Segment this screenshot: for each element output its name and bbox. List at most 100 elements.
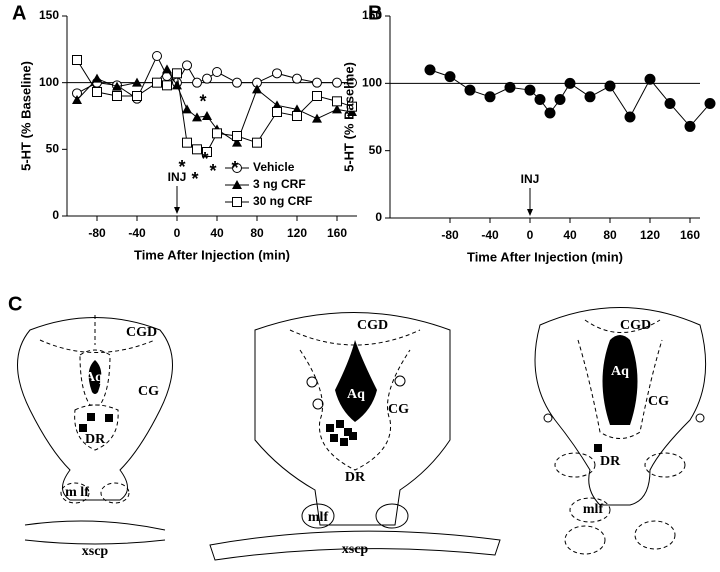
y-tick-label: 0 (52, 208, 59, 222)
x-tick-label: -80 (88, 226, 106, 240)
data-point (347, 77, 357, 88)
panel-label: C (8, 293, 22, 315)
data-point (312, 91, 322, 101)
data-point (92, 87, 102, 97)
x-tick-label: 0 (174, 226, 181, 240)
data-point (664, 98, 676, 110)
data-point (332, 96, 342, 107)
data-point (162, 64, 172, 74)
x-tick-label: 0 (527, 228, 534, 242)
data-point (464, 84, 476, 96)
data-point (202, 147, 212, 157)
data-point (182, 104, 192, 114)
panel-label: A (12, 2, 26, 24)
data-point (272, 107, 282, 117)
section-diagram: CGD Aq CG DR mlf xscp (209, 312, 501, 561)
legend-marker (232, 197, 242, 207)
y-tick-label: 150 (362, 8, 382, 22)
legend-marker (232, 163, 242, 173)
data-point (172, 68, 182, 79)
data-point (347, 101, 357, 112)
x-tick-label: -40 (128, 226, 146, 240)
legend-label: Vehicle (253, 160, 295, 174)
data-point (192, 112, 202, 122)
region-label: xscp (342, 542, 369, 557)
data-point (72, 95, 82, 104)
data-point (182, 60, 192, 71)
x-axis-title: Time After Injection (min) (134, 247, 290, 262)
region-label: CG (648, 394, 669, 409)
data-point (232, 137, 242, 147)
region-label: DR (85, 432, 106, 447)
data-point (132, 91, 142, 101)
data-point (332, 104, 342, 114)
data-point (424, 64, 436, 76)
region-label: CGD (126, 325, 157, 340)
data-point (152, 77, 162, 88)
legend-marker (232, 180, 242, 189)
arrow-head (174, 207, 180, 214)
data-point (152, 51, 162, 61)
significance-mark: * (199, 91, 206, 111)
region-label: DR (345, 470, 366, 485)
y-axis-title: 5-HT (% Baseline) (18, 61, 33, 171)
data-point (232, 131, 242, 141)
region-label: xscp (82, 544, 109, 559)
data-point (504, 81, 516, 93)
data-point (272, 68, 282, 79)
data-point (292, 73, 302, 84)
data-point (534, 93, 546, 105)
data-point (162, 80, 172, 91)
legend-label: 3 ng CRF (253, 177, 306, 191)
region-label: CG (138, 384, 159, 399)
y-tick-label: 0 (375, 210, 382, 224)
data-point (72, 55, 82, 65)
arrow-head (527, 209, 533, 216)
y-axis-title: 5-HT (% Baseline) (341, 62, 356, 172)
x-tick-label: 160 (327, 226, 347, 240)
data-point (544, 107, 556, 119)
significance-mark: * (178, 157, 185, 177)
region-label: Aq (347, 387, 365, 402)
panel-label: B (368, 2, 382, 24)
data-point (484, 91, 496, 103)
data-point (202, 73, 212, 84)
x-axis-title: Time After Injection (min) (467, 249, 623, 264)
data-point (192, 144, 202, 155)
data-point (624, 111, 636, 123)
data-point (232, 77, 242, 88)
data-point (564, 77, 576, 89)
data-point (252, 137, 262, 148)
data-point (192, 77, 202, 88)
data-point (212, 128, 222, 139)
region-label: CGD (620, 318, 651, 333)
data-point (524, 84, 536, 96)
data-point (684, 120, 696, 132)
data-point (554, 93, 566, 105)
region-label: CGD (357, 318, 388, 333)
data-point (332, 77, 342, 88)
data-point (644, 73, 656, 85)
data-point (444, 71, 456, 83)
data-point (604, 80, 616, 92)
x-tick-label: 120 (287, 226, 307, 240)
x-tick-label: 40 (563, 228, 577, 242)
data-point (252, 84, 262, 94)
y-tick-label: 150 (39, 8, 59, 22)
data-point (202, 111, 212, 120)
data-point (132, 77, 142, 87)
section-diagram: CGD Aq CG DR mlf (534, 307, 707, 555)
injection-label: INJ (521, 172, 540, 186)
y-tick-label: 50 (46, 142, 60, 156)
significance-mark: * (209, 161, 216, 181)
x-tick-label: 80 (603, 228, 617, 242)
x-tick-label: 80 (250, 226, 264, 240)
data-point (584, 91, 596, 103)
significance-mark: * (191, 169, 198, 189)
section-diagram: CGD Aq CG DR m lf xscp (17, 315, 173, 559)
data-point (212, 67, 222, 77)
data-point (92, 73, 102, 83)
x-tick-label: 160 (680, 228, 700, 242)
region-label: mlf (583, 502, 604, 517)
